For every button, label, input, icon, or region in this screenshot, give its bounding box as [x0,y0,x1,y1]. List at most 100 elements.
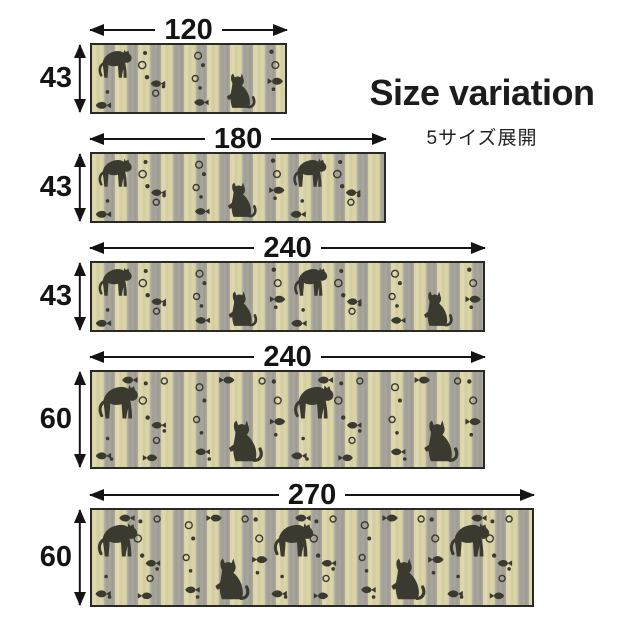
bubble-ring-motif [347,198,355,206]
bubble-ring-motif [388,292,396,301]
bubble-ring-motif [194,160,204,169]
fish-motif [267,77,283,85]
width-label: 120 [164,13,213,46]
sitting-cat-motif [228,291,258,327]
fish-motif [471,514,487,522]
fish-motif [414,376,430,384]
bubble-dot-motif [469,432,474,437]
bubble-ring-motif [485,534,495,543]
bubble-ring-motif [138,278,148,288]
bubble-ring-motif [273,279,282,288]
fish-motif [361,586,376,594]
height-arrow [73,44,86,113]
mat-preview [90,152,386,223]
bubble-ring-motif [195,383,204,392]
width-label: 240 [263,340,312,373]
bubble-dot-motif [339,381,344,386]
fish-motif [151,189,166,196]
bubble-dot-motif [162,302,167,307]
width-label: 270 [287,478,337,511]
fish-motif [185,586,200,594]
bubble-ring-motif [348,436,356,445]
height-arrow [73,509,86,606]
bubble-dot-motif [395,304,399,308]
fish-motif [95,101,112,109]
width-arrow: 240 [90,231,486,264]
bubble-dot-motif [199,431,204,435]
bubble-ring-motif [271,61,280,70]
bubble-ring-motif [505,515,513,523]
fish-motif [142,454,158,462]
bubble-dot-motif [491,553,497,558]
fish-motif [338,454,353,462]
fish-motif [226,592,242,600]
bubble-dot-motif [143,51,148,56]
fish-motif [206,514,222,522]
bubble-dot-motif [199,195,203,199]
bubble-dot-motif [273,305,278,310]
bubble-dot-motif [358,429,362,433]
playing-cat-motif [294,267,328,296]
fish-motif [271,590,287,598]
bubble-dot-motif [331,567,335,571]
bubble-dot-motif [341,292,346,298]
bubble-ring-motif [241,515,249,523]
arrow-right-head [320,246,486,250]
fish-motif [122,376,138,384]
width-arrow: 240 [90,340,486,373]
playing-cat-motif [293,158,327,187]
fish-motif [317,376,334,384]
bubble-dot-motif [339,183,345,189]
fish-motif [402,592,418,600]
bubble-ring-motif [192,415,201,424]
bubble-ring-motif [138,396,148,405]
bubble-dot-motif [356,193,361,198]
playing-cat-motif [98,385,138,419]
playing-cat-motif [98,49,132,78]
fish-motif [291,319,307,327]
bubble-ring-motif [192,292,201,301]
bubble-dot-motif [104,574,108,579]
bubble-ring-motif [358,553,366,562]
fish-motif [119,514,135,522]
fish-motif [145,559,161,567]
bubble-ring-motif [133,534,143,543]
fish-motif [269,295,286,303]
fish-motif [195,208,210,215]
fish-motif [291,452,307,460]
bubble-dot-motif [199,304,204,308]
bubble-ring-motif [334,278,343,288]
height-label: 43 [39,62,72,94]
bubble-ring-motif [469,396,478,405]
playing-cat-motif [294,385,334,419]
bubble-ring-motif [390,269,400,278]
bubble-dot-motif [429,517,434,522]
fish-motif [295,514,311,522]
bubble-ring-motif [151,89,160,97]
bubble-ring-motif [195,269,204,278]
width-arrow: 120 [90,13,288,46]
bubble-dot-motif [371,595,376,599]
height-arrow [73,262,86,331]
mat-preview [90,370,485,469]
height-arrow [73,371,86,468]
bubble-dot-motif [162,193,166,198]
playing-cat-motif [98,267,132,296]
bubble-dot-motif [139,553,145,558]
bubble-dot-motif [105,199,110,203]
bubble-dot-motif [143,160,148,165]
bubble-dot-motif [397,398,402,403]
bubble-ring-motif [453,377,462,385]
bubble-dot-motif [198,86,202,90]
width-label: 240 [263,231,312,264]
height-label: 43 [39,171,72,203]
bubble-ring-motif [417,515,425,523]
bubble-dot-motif [105,436,110,441]
mat-preview [90,508,534,607]
bubble-ring-motif [258,377,266,385]
bubble-dot-motif [200,63,205,68]
bubble-ring-motif [309,534,319,543]
bubble-ring-motif [138,169,147,179]
arrow-left-head [90,493,279,497]
